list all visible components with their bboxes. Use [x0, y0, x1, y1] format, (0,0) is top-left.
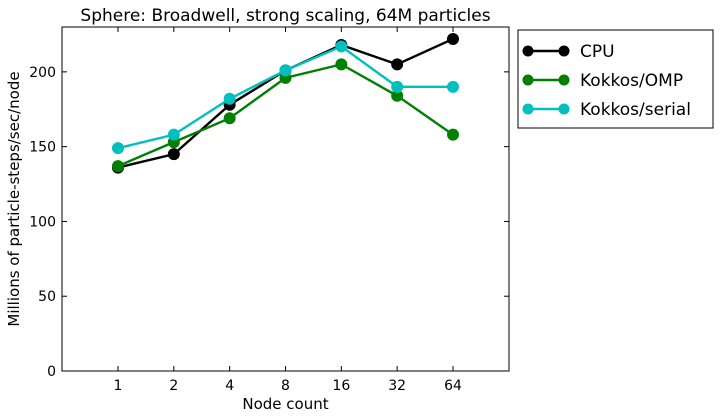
- x-tick-label: 16: [332, 378, 350, 394]
- chart-title: Sphere: Broadwell, strong scaling, 64M p…: [80, 6, 490, 26]
- x-axis-label: Node count: [242, 395, 328, 413]
- data-point: [112, 142, 124, 155]
- legend-marker: [522, 74, 534, 86]
- legend-item: Kokkos/serial: [522, 100, 691, 120]
- legend-marker: [558, 45, 570, 57]
- y-tick-label: 200: [29, 65, 56, 81]
- legend-label: Kokkos/OMP: [580, 71, 683, 91]
- data-point: [167, 128, 180, 141]
- x-axis: 1 2 4 8 16 32 64: [114, 27, 462, 394]
- legend: CPU Kokkos/OMP Kokkos/serial: [517, 29, 714, 129]
- x-tick-label: 8: [281, 378, 290, 394]
- data-point: [167, 148, 180, 161]
- data-point: [335, 40, 348, 53]
- x-tick-label: 2: [169, 378, 178, 394]
- legend-marker: [522, 45, 534, 57]
- plot-area: 1 2 4 8 16 32 64 0 50 100 150 200: [29, 26, 510, 394]
- data-point: [223, 92, 236, 105]
- legend-marker: [522, 103, 534, 115]
- series-line: [117, 37, 454, 169]
- legend-label: Kokkos/serial: [580, 100, 691, 120]
- x-tick-label: 64: [444, 378, 462, 394]
- legend-marker: [558, 74, 570, 86]
- x-tick-label: 1: [114, 378, 123, 394]
- data-point: [112, 160, 124, 173]
- y-tick-label: 0: [47, 364, 56, 380]
- legend-label: CPU: [580, 42, 615, 62]
- y-axis: 0 50 100 150 200: [29, 65, 509, 380]
- data-point: [391, 58, 404, 71]
- data-point: [447, 32, 459, 45]
- legend-item: CPU: [522, 42, 615, 62]
- data-point: [223, 112, 236, 125]
- data-point: [279, 64, 292, 77]
- series: [112, 40, 459, 155]
- data-point: [391, 80, 404, 93]
- data-point: [335, 58, 348, 71]
- legend-item: Kokkos/OMP: [522, 71, 683, 91]
- x-tick-label: 4: [225, 378, 234, 394]
- data-point: [447, 128, 459, 141]
- data-point: [447, 80, 459, 93]
- series-layer: [112, 32, 459, 174]
- x-tick-label: 32: [388, 378, 406, 394]
- y-tick-label: 100: [29, 214, 56, 230]
- y-tick-label: 50: [38, 289, 56, 305]
- y-tick-label: 150: [29, 140, 56, 156]
- y-axis-label: Millions of particle-steps/sec/node: [5, 71, 23, 326]
- legend-marker: [558, 103, 570, 115]
